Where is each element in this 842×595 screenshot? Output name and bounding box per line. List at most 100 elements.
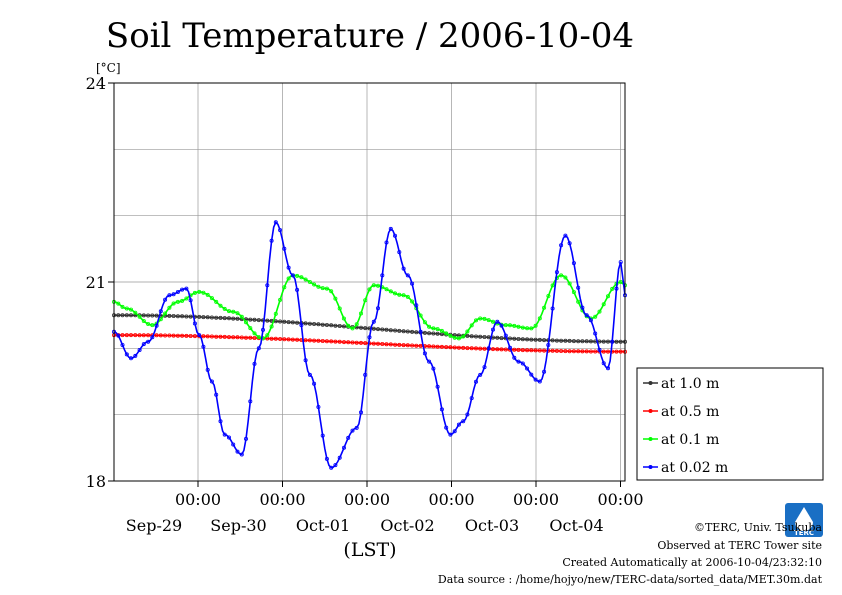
series-point [533,337,538,342]
series-point [537,379,542,384]
series-point [503,333,508,338]
series-point [448,333,453,338]
series-point [563,275,568,280]
series-point [320,322,325,327]
series-point [197,333,202,338]
series-point [363,341,368,346]
series-point [529,337,534,342]
series-point [388,328,393,333]
series-point [482,365,487,370]
series-point [324,322,329,327]
series-point [184,286,189,291]
series-point [265,333,270,338]
series-point [226,316,231,321]
x-tick-date: Sep-30 [210,516,266,535]
series-point [235,335,240,340]
series-point [180,298,185,303]
series-point [158,309,163,314]
series-point [286,276,291,281]
series-point [124,313,129,318]
series-point [346,435,351,440]
series-point [584,313,589,318]
series-point [516,347,521,352]
series-point [375,327,380,332]
series-point [299,275,304,280]
series-point [529,326,534,331]
series-point [410,343,415,348]
series-point [205,334,210,339]
series-point [231,442,236,447]
series-point [333,323,338,328]
series-point [171,313,176,318]
series-point [175,314,180,319]
series-point [405,273,410,278]
series-point [137,333,142,338]
series-point [439,407,444,412]
series-point [444,331,449,336]
series-point [150,323,155,328]
x-tick-time: 00:00 [513,490,559,509]
series-point [282,285,287,290]
series-point [461,334,466,339]
series-point [584,339,589,344]
series-point [243,320,248,325]
x-tick-date: Oct-02 [380,516,434,535]
series-point [427,359,432,364]
series-point [507,323,512,328]
series-point [167,305,172,310]
series-point [248,317,253,322]
series-point [482,334,487,339]
series-point [427,324,432,329]
series-point [226,309,231,314]
series-point [559,348,564,353]
series-point [295,320,300,325]
series-point [128,356,133,361]
series-point [567,349,572,354]
series-point [401,293,406,298]
series-point [422,320,427,325]
series-point [329,339,334,344]
series-point [146,313,151,318]
series-point [235,316,240,321]
series-point [473,379,478,384]
series-point [286,320,291,325]
series-point [154,333,159,338]
series-point [542,369,547,374]
series-point [576,339,581,344]
series-point [320,338,325,343]
series-point [448,432,453,437]
series-point [316,404,321,409]
series-point [393,342,398,347]
series-point [401,329,406,334]
x-tick-time: 00:00 [428,490,474,509]
series-point [222,432,227,437]
logo-text: TERC [794,529,814,537]
series-point [507,345,512,350]
series-point [563,233,568,238]
series-point [580,339,585,344]
legend-label: at 0.02 m [661,460,728,476]
series-point [507,336,512,341]
series-point [154,313,159,318]
series-point [128,333,133,338]
series-point [316,338,321,343]
series-point [184,333,189,338]
series-point [209,296,214,301]
series-point [333,339,338,344]
series-point [606,294,611,299]
series-point [239,335,244,340]
series-point [188,333,193,338]
series-point [124,306,129,311]
series-point [290,337,295,342]
series-point [380,341,385,346]
legend-swatch-dot [648,409,653,413]
series-point [265,283,270,288]
x-tick-date: Sep-29 [126,516,182,535]
series-point [316,322,321,327]
series-layer [112,220,628,470]
series-point [490,319,495,324]
series-point [512,323,517,328]
series-point [163,311,168,316]
legend-swatch-dot [648,381,653,385]
series-point [452,335,457,340]
